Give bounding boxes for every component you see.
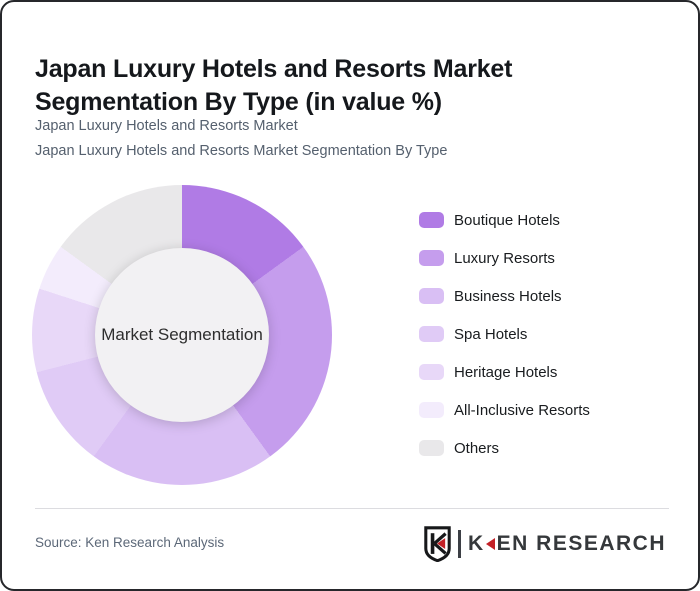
legend-label: Business Hotels (454, 287, 562, 305)
legend-item-luxury-resorts[interactable]: Luxury Resorts (419, 249, 590, 267)
shield-red-triangle-icon (437, 538, 446, 549)
legend-item-boutique-hotels[interactable]: Boutique Hotels (419, 211, 590, 229)
red-triangle-icon (485, 538, 495, 550)
subtitle-line-1: Japan Luxury Hotels and Resorts Market (35, 118, 298, 134)
legend-swatch-icon (419, 212, 444, 228)
legend-label: Spa Hotels (454, 325, 528, 343)
ken-shield-icon (424, 526, 452, 562)
legend-item-others[interactable]: Others (419, 439, 590, 457)
logo-divider-bar (458, 530, 461, 558)
brand-k: K (467, 532, 485, 555)
legend-swatch-icon (419, 364, 444, 380)
donut-chart[interactable]: Market Segmentation (32, 185, 332, 485)
footer-divider (35, 508, 669, 509)
legend-swatch-icon (419, 288, 444, 304)
legend-label: All-Inclusive Resorts (454, 401, 590, 419)
legend-swatch-icon (419, 250, 444, 266)
chart-subtitle: Japan Luxury Hotels and Resorts Market J… (35, 114, 447, 164)
source-label: Source: Ken Research Analysis (35, 535, 225, 550)
legend-item-business-hotels[interactable]: Business Hotels (419, 287, 590, 305)
brand-rest: EN RESEARCH (496, 532, 666, 555)
legend-label: Boutique Hotels (454, 211, 560, 229)
legend-label: Luxury Resorts (454, 249, 555, 267)
legend-item-spa-hotels[interactable]: Spa Hotels (419, 325, 590, 343)
legend-swatch-icon (419, 440, 444, 456)
legend: Boutique Hotels Luxury Resorts Business Ho… (419, 212, 590, 478)
legend-swatch-icon (419, 326, 444, 342)
page-title: Japan Luxury Hotels and Resorts Market S… (35, 54, 513, 116)
donut-center-label: Market Segmentation (101, 325, 263, 344)
legend-label: Others (454, 439, 500, 457)
ken-research-logo: K EN RESEARCH (423, 526, 666, 562)
subtitle-line-2: Japan Luxury Hotels and Resorts Market S… (35, 143, 448, 159)
legend-label: Heritage Hotels (454, 363, 558, 381)
legend-swatch-icon (419, 402, 444, 418)
legend-item-heritage-hotels[interactable]: Heritage Hotels (419, 363, 590, 381)
legend-item-all-inclusive-resorts[interactable]: All-Inclusive Resorts (419, 401, 590, 419)
donut-center: Market Segmentation (95, 248, 269, 422)
logo-brand-text: K EN RESEARCH (468, 532, 666, 556)
